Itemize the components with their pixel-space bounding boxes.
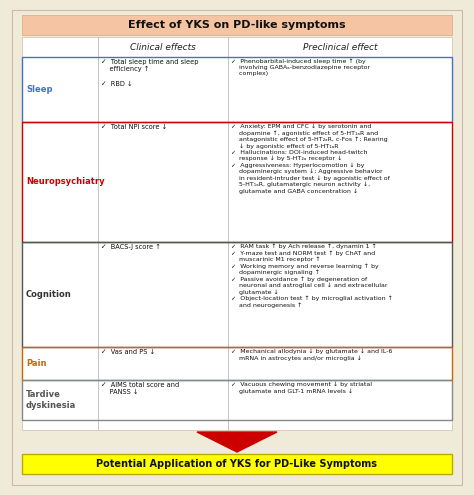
Text: ✓  Vas and PS ↓: ✓ Vas and PS ↓ [101,349,155,355]
Text: Tardive
dyskinesia: Tardive dyskinesia [26,390,76,410]
Text: Sleep: Sleep [26,85,53,94]
Text: Neuropsychiatry: Neuropsychiatry [26,178,105,187]
FancyBboxPatch shape [22,454,452,474]
Text: Cognition: Cognition [26,290,72,299]
Text: ✓  RAM task ↑ by Ach release ↑, dynamin 1 ↑
✓  Y-maze test and NORM test ↑ by Ch: ✓ RAM task ↑ by Ach release ↑, dynamin 1… [231,244,393,308]
Text: Preclinical effect: Preclinical effect [303,43,377,51]
FancyBboxPatch shape [22,15,452,35]
Text: Potential Application of YKS for PD-Like Symptoms: Potential Application of YKS for PD-Like… [97,459,377,469]
Text: ✓  Anxiety: EPM and CFC ↓ by serotonin and
    dopamine ↑, agonistic effect of 5: ✓ Anxiety: EPM and CFC ↓ by serotonin an… [231,124,390,194]
Text: ✓  Phenobarbital-induced sleep time ↑ (by
    involving GABAₐ-benzodiazepine rec: ✓ Phenobarbital-induced sleep time ↑ (by… [231,59,370,76]
Text: ✓  Vacuous chewing movement ↓ by striatal
    glutamate and GLT-1 mRNA levels ↓: ✓ Vacuous chewing movement ↓ by striatal… [231,382,372,394]
Text: ✓  BACS-J score ↑: ✓ BACS-J score ↑ [101,244,161,250]
Text: ✓  Mechanical allodynia ↓ by glutamate ↓ and IL-6
    mRNA in astrocytes and/or : ✓ Mechanical allodynia ↓ by glutamate ↓ … [231,349,392,361]
FancyBboxPatch shape [22,37,452,430]
Text: Pain: Pain [26,359,46,368]
Text: ✓  Total NPI score ↓: ✓ Total NPI score ↓ [101,124,167,130]
Text: Effect of YKS on PD-like symptoms: Effect of YKS on PD-like symptoms [128,20,346,30]
Text: ✓  Total sleep time and sleep
    efficiency ↑

✓  RBD ↓: ✓ Total sleep time and sleep efficiency … [101,59,199,87]
Text: ✓  AIMS total score and
    PANSS ↓: ✓ AIMS total score and PANSS ↓ [101,382,179,395]
Polygon shape [197,432,277,452]
FancyBboxPatch shape [12,10,462,485]
Text: Clinical effects: Clinical effects [130,43,196,51]
